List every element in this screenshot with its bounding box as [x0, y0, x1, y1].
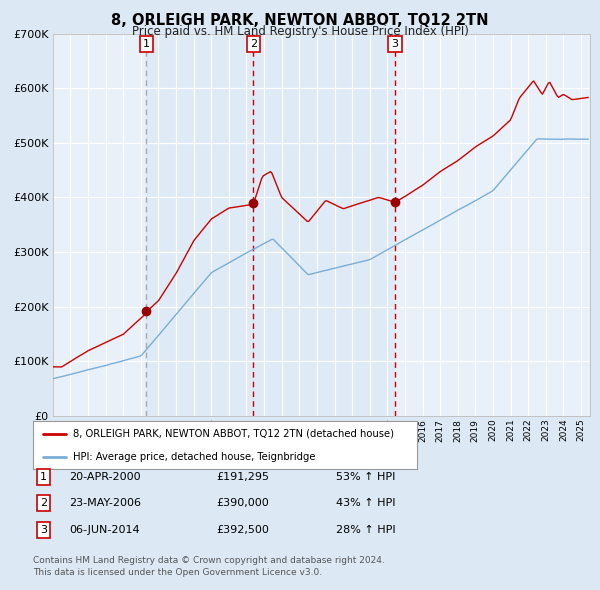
Text: 1: 1 — [143, 40, 149, 50]
Text: Contains HM Land Registry data © Crown copyright and database right 2024.
This d: Contains HM Land Registry data © Crown c… — [33, 556, 385, 576]
Text: 43% ↑ HPI: 43% ↑ HPI — [336, 499, 395, 508]
Text: 1: 1 — [40, 472, 47, 481]
Text: 3: 3 — [392, 40, 398, 50]
Text: 2: 2 — [40, 499, 47, 508]
Text: Price paid vs. HM Land Registry's House Price Index (HPI): Price paid vs. HM Land Registry's House … — [131, 25, 469, 38]
Bar — [53, 34, 146, 416]
Text: £191,295: £191,295 — [216, 472, 269, 481]
Text: 28% ↑ HPI: 28% ↑ HPI — [336, 525, 395, 535]
Text: 8, ORLEIGH PARK, NEWTON ABBOT, TQ12 2TN: 8, ORLEIGH PARK, NEWTON ABBOT, TQ12 2TN — [111, 13, 489, 28]
Bar — [146, 34, 253, 416]
Bar — [395, 34, 590, 416]
Text: 23-MAY-2006: 23-MAY-2006 — [69, 499, 141, 508]
Text: £390,000: £390,000 — [216, 499, 269, 508]
Text: 2: 2 — [250, 40, 257, 50]
Text: 8, ORLEIGH PARK, NEWTON ABBOT, TQ12 2TN (detached house): 8, ORLEIGH PARK, NEWTON ABBOT, TQ12 2TN … — [73, 429, 394, 439]
Bar — [253, 34, 395, 416]
Text: 3: 3 — [40, 525, 47, 535]
Text: HPI: Average price, detached house, Teignbridge: HPI: Average price, detached house, Teig… — [73, 452, 315, 462]
Text: £392,500: £392,500 — [216, 525, 269, 535]
Text: 20-APR-2000: 20-APR-2000 — [69, 472, 140, 481]
Text: 06-JUN-2014: 06-JUN-2014 — [69, 525, 140, 535]
Text: 53% ↑ HPI: 53% ↑ HPI — [336, 472, 395, 481]
